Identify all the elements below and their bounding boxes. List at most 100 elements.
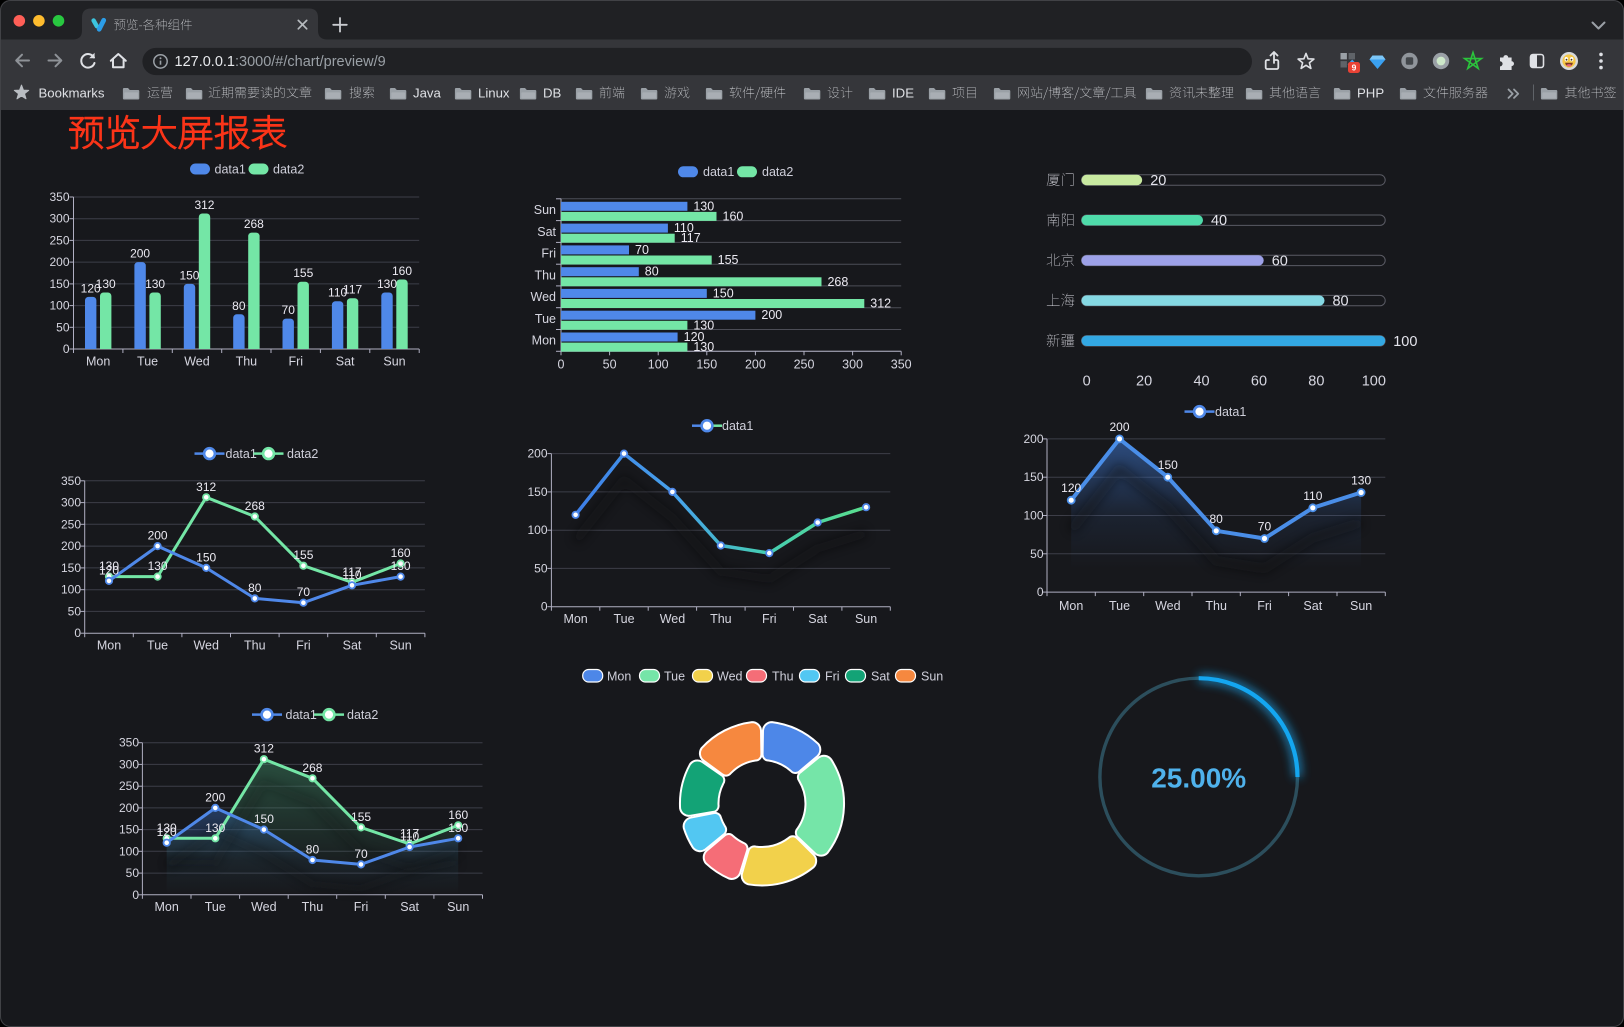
svg-text:Wed: Wed (193, 639, 219, 653)
svg-text:100: 100 (119, 844, 139, 858)
svg-text:IDE: IDE (892, 85, 914, 100)
svg-text:130: 130 (1351, 474, 1371, 488)
svg-text:120: 120 (99, 563, 119, 577)
svg-text:130: 130 (96, 277, 116, 291)
svg-text:117: 117 (681, 231, 701, 245)
svg-text:268: 268 (244, 217, 264, 231)
svg-text:0: 0 (63, 342, 70, 356)
svg-text:data2: data2 (273, 162, 304, 176)
svg-text:Tue: Tue (613, 612, 634, 626)
svg-text:Sun: Sun (389, 639, 411, 653)
svg-text:350: 350 (119, 736, 139, 750)
svg-text:Sat: Sat (537, 225, 556, 239)
svg-text:300: 300 (61, 496, 81, 510)
svg-text:Tue: Tue (147, 639, 168, 653)
svg-text:Fri: Fri (354, 900, 369, 914)
svg-text:Wed: Wed (660, 612, 686, 626)
svg-text:117: 117 (400, 826, 419, 840)
svg-text:110: 110 (674, 221, 694, 235)
svg-text:80: 80 (248, 581, 262, 595)
svg-text:100: 100 (1023, 509, 1043, 523)
svg-text:120: 120 (684, 330, 705, 344)
svg-text:100: 100 (1393, 334, 1417, 350)
svg-text:300: 300 (49, 212, 69, 226)
svg-text:Thu: Thu (236, 355, 258, 369)
svg-text:DB: DB (543, 85, 562, 100)
svg-text:200: 200 (745, 358, 766, 372)
svg-text:100: 100 (527, 523, 547, 537)
svg-text:300: 300 (842, 358, 863, 372)
svg-text:Fri: Fri (296, 639, 311, 653)
svg-text:80: 80 (306, 843, 320, 857)
svg-text:Mon: Mon (532, 334, 556, 348)
svg-text:350: 350 (61, 474, 81, 488)
svg-text:70: 70 (1258, 519, 1272, 533)
svg-text:Fri: Fri (1257, 599, 1272, 613)
svg-text:25.00%: 25.00% (1151, 763, 1246, 794)
svg-text:Mon: Mon (86, 355, 110, 369)
svg-text:150: 150 (254, 812, 274, 826)
svg-text:50: 50 (603, 358, 617, 372)
svg-text:160: 160 (391, 546, 411, 560)
svg-text:200: 200 (148, 529, 168, 543)
svg-text:100: 100 (49, 299, 69, 313)
svg-text:70: 70 (297, 585, 311, 599)
svg-text:130: 130 (145, 277, 165, 291)
svg-text:Sat: Sat (343, 639, 362, 653)
svg-text:80: 80 (1332, 294, 1348, 310)
svg-text:350: 350 (891, 358, 912, 372)
svg-text:150: 150 (527, 485, 547, 499)
svg-text:Sun: Sun (447, 900, 469, 914)
svg-text:150: 150 (196, 550, 216, 564)
svg-text:155: 155 (293, 548, 313, 562)
svg-text:268: 268 (245, 499, 265, 513)
svg-text:200: 200 (119, 801, 139, 815)
svg-text:70: 70 (282, 303, 296, 317)
svg-text:127.0.0.1:3000/#/chart/preview: 127.0.0.1:3000/#/chart/preview/9 (175, 54, 386, 70)
svg-text:100: 100 (61, 583, 81, 597)
svg-text:Thu: Thu (772, 669, 794, 683)
svg-text:Tue: Tue (535, 312, 556, 326)
svg-text:130: 130 (448, 821, 468, 835)
svg-text:80: 80 (1209, 512, 1223, 526)
svg-text:data1: data1 (722, 419, 753, 433)
svg-text:130: 130 (377, 277, 397, 291)
svg-text:data1: data1 (1215, 405, 1246, 419)
svg-text:data2: data2 (762, 165, 793, 179)
svg-text:150: 150 (1023, 470, 1043, 484)
svg-text:200: 200 (205, 790, 225, 804)
svg-text:70: 70 (354, 847, 368, 861)
svg-text:Wed: Wed (717, 669, 743, 683)
svg-text:Sun: Sun (921, 669, 943, 683)
svg-text:120: 120 (81, 281, 101, 295)
svg-text:150: 150 (696, 358, 717, 372)
svg-text:50: 50 (56, 320, 70, 334)
svg-text:60: 60 (1272, 253, 1288, 269)
svg-text:268: 268 (827, 275, 848, 289)
svg-text:50: 50 (1030, 547, 1044, 561)
svg-text:40: 40 (1193, 374, 1209, 390)
svg-text:data1: data1 (703, 165, 734, 179)
svg-text:250: 250 (794, 358, 815, 372)
svg-text:155: 155 (718, 253, 739, 267)
svg-text:80: 80 (232, 299, 246, 313)
svg-text:0: 0 (1037, 585, 1044, 599)
svg-text:50: 50 (534, 561, 548, 575)
svg-text:Sat: Sat (336, 355, 355, 369)
svg-text:0: 0 (132, 888, 139, 902)
svg-text:312: 312 (870, 297, 891, 311)
svg-text:Java: Java (413, 85, 442, 100)
svg-text:160: 160 (392, 264, 412, 278)
svg-text:250: 250 (119, 779, 139, 793)
svg-text:Wed: Wed (1155, 599, 1181, 613)
svg-text:130: 130 (148, 559, 168, 573)
svg-text:Sun: Sun (1350, 599, 1372, 613)
svg-text:268: 268 (302, 761, 322, 775)
svg-text:117: 117 (342, 565, 361, 579)
svg-text:150: 150 (179, 268, 199, 282)
svg-text:130: 130 (693, 199, 714, 213)
svg-text:0: 0 (1083, 374, 1091, 390)
svg-text:200: 200 (61, 539, 81, 553)
svg-text:80: 80 (645, 265, 659, 279)
svg-text:data2: data2 (347, 708, 378, 722)
